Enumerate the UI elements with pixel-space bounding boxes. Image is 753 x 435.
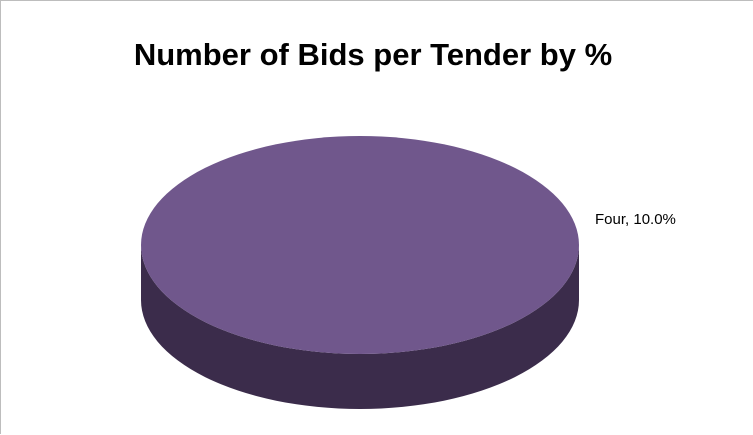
pie-plot	[141, 136, 579, 409]
pie-slice-four	[141, 136, 579, 354]
chart-title: Number of Bids per Tender by %	[134, 37, 612, 72]
pie-slice-side-four	[141, 245, 579, 409]
data-label-four: Four, 10.0%	[595, 211, 676, 228]
